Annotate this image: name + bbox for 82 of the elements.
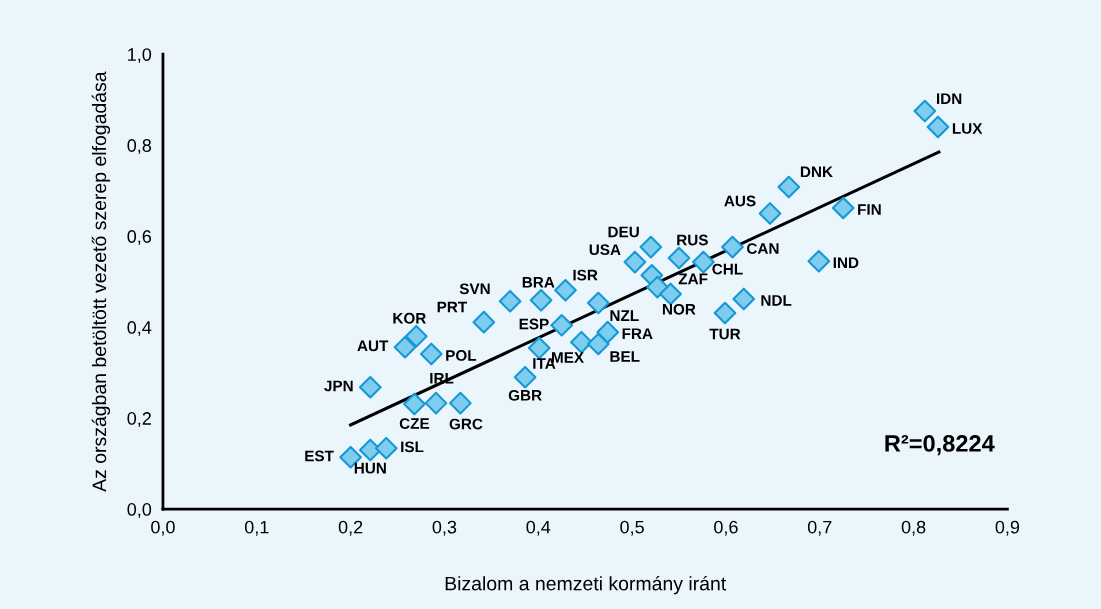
point bbox=[449, 391, 472, 415]
point bbox=[498, 289, 522, 313]
point bbox=[596, 320, 620, 344]
annotation: NOR bbox=[662, 303, 696, 315]
annotation: CAN bbox=[747, 243, 779, 254]
point bbox=[393, 335, 417, 359]
x-tick-label: 0,1 bbox=[244, 520, 269, 536]
y-tick-label: 0,2 bbox=[127, 412, 151, 427]
point bbox=[758, 202, 782, 225]
x-tick-label: 0,4 bbox=[526, 520, 551, 536]
annotation: USA bbox=[589, 244, 621, 256]
point bbox=[777, 175, 801, 199]
annotation: FRA bbox=[622, 328, 653, 339]
point bbox=[721, 235, 744, 259]
y-tick-label: 0,4 bbox=[127, 321, 152, 337]
point bbox=[529, 288, 553, 312]
annotation: ZAF bbox=[678, 273, 708, 285]
point bbox=[623, 250, 647, 274]
point bbox=[472, 310, 496, 334]
point bbox=[550, 313, 574, 337]
point bbox=[358, 438, 382, 462]
annotation: IND bbox=[833, 257, 859, 268]
point bbox=[527, 336, 551, 360]
annotation: GRC bbox=[449, 418, 483, 430]
annotation: ISL bbox=[401, 441, 424, 453]
annotation: KOR bbox=[393, 312, 427, 324]
point bbox=[732, 287, 756, 311]
y-tick-label: 1,0 bbox=[128, 48, 152, 64]
x-tick-label: 0,0 bbox=[151, 520, 175, 536]
x-tick-label: 0,8 bbox=[901, 520, 926, 536]
annotation: GBR bbox=[508, 389, 542, 401]
annotation: ISR bbox=[573, 269, 598, 281]
x-axis-title: Bizalom a nemzeti kormány iránt bbox=[445, 575, 727, 595]
annotation: TUR bbox=[709, 328, 741, 340]
x-tick-label: 0,7 bbox=[807, 520, 832, 536]
annotation: CZE bbox=[399, 418, 430, 429]
annotation: FIN bbox=[858, 204, 881, 215]
annotation: AUT bbox=[357, 340, 389, 352]
x-tick-label: 0,6 bbox=[714, 520, 738, 536]
annotation: NZL bbox=[610, 310, 639, 321]
point bbox=[807, 249, 831, 273]
annotation: CHL bbox=[712, 263, 743, 275]
annotation: R²=0,8224 bbox=[885, 435, 995, 456]
annotation: DNK bbox=[800, 166, 833, 178]
annotation: JPN bbox=[324, 380, 353, 392]
annotation: PRT bbox=[437, 301, 468, 313]
point bbox=[639, 235, 663, 259]
x-tick-label: 0,9 bbox=[995, 520, 1020, 536]
point bbox=[424, 391, 448, 415]
y-axis-title: Az országban betöltött vezető szerep elfogadása bbox=[91, 71, 111, 492]
annotation: NDL bbox=[761, 295, 792, 306]
y-tick-label: 0,6 bbox=[127, 230, 152, 246]
x-tick-label: 0,5 bbox=[620, 520, 644, 536]
point bbox=[926, 115, 950, 139]
x-tick-label: 0,3 bbox=[432, 520, 457, 536]
point bbox=[570, 330, 593, 354]
annotation: LUX bbox=[952, 123, 983, 134]
annotation: ESP bbox=[519, 318, 549, 330]
point bbox=[358, 375, 382, 399]
point bbox=[403, 392, 426, 416]
annotation: IDN bbox=[936, 93, 962, 104]
annotation: POL bbox=[446, 350, 477, 361]
point bbox=[419, 342, 443, 366]
point bbox=[586, 291, 610, 315]
annotation: EST bbox=[305, 450, 334, 462]
point bbox=[831, 196, 855, 220]
point bbox=[374, 436, 398, 460]
annotation: SVN bbox=[459, 283, 490, 295]
annotation: AUS bbox=[724, 195, 756, 207]
annotation: HUN bbox=[354, 462, 386, 474]
point bbox=[913, 99, 937, 123]
point bbox=[586, 332, 610, 356]
point bbox=[713, 301, 737, 325]
point bbox=[404, 324, 428, 348]
point bbox=[667, 246, 691, 270]
annotation: BRA bbox=[522, 277, 555, 288]
annotation: DEU bbox=[608, 226, 639, 238]
annotation: BEL bbox=[610, 351, 640, 362]
y-tick-label: 0,8 bbox=[127, 139, 152, 155]
y-tick-label: 0,0 bbox=[127, 503, 152, 518]
annotation: RUS bbox=[677, 234, 708, 246]
x-tick-label: 0,2 bbox=[338, 520, 363, 536]
